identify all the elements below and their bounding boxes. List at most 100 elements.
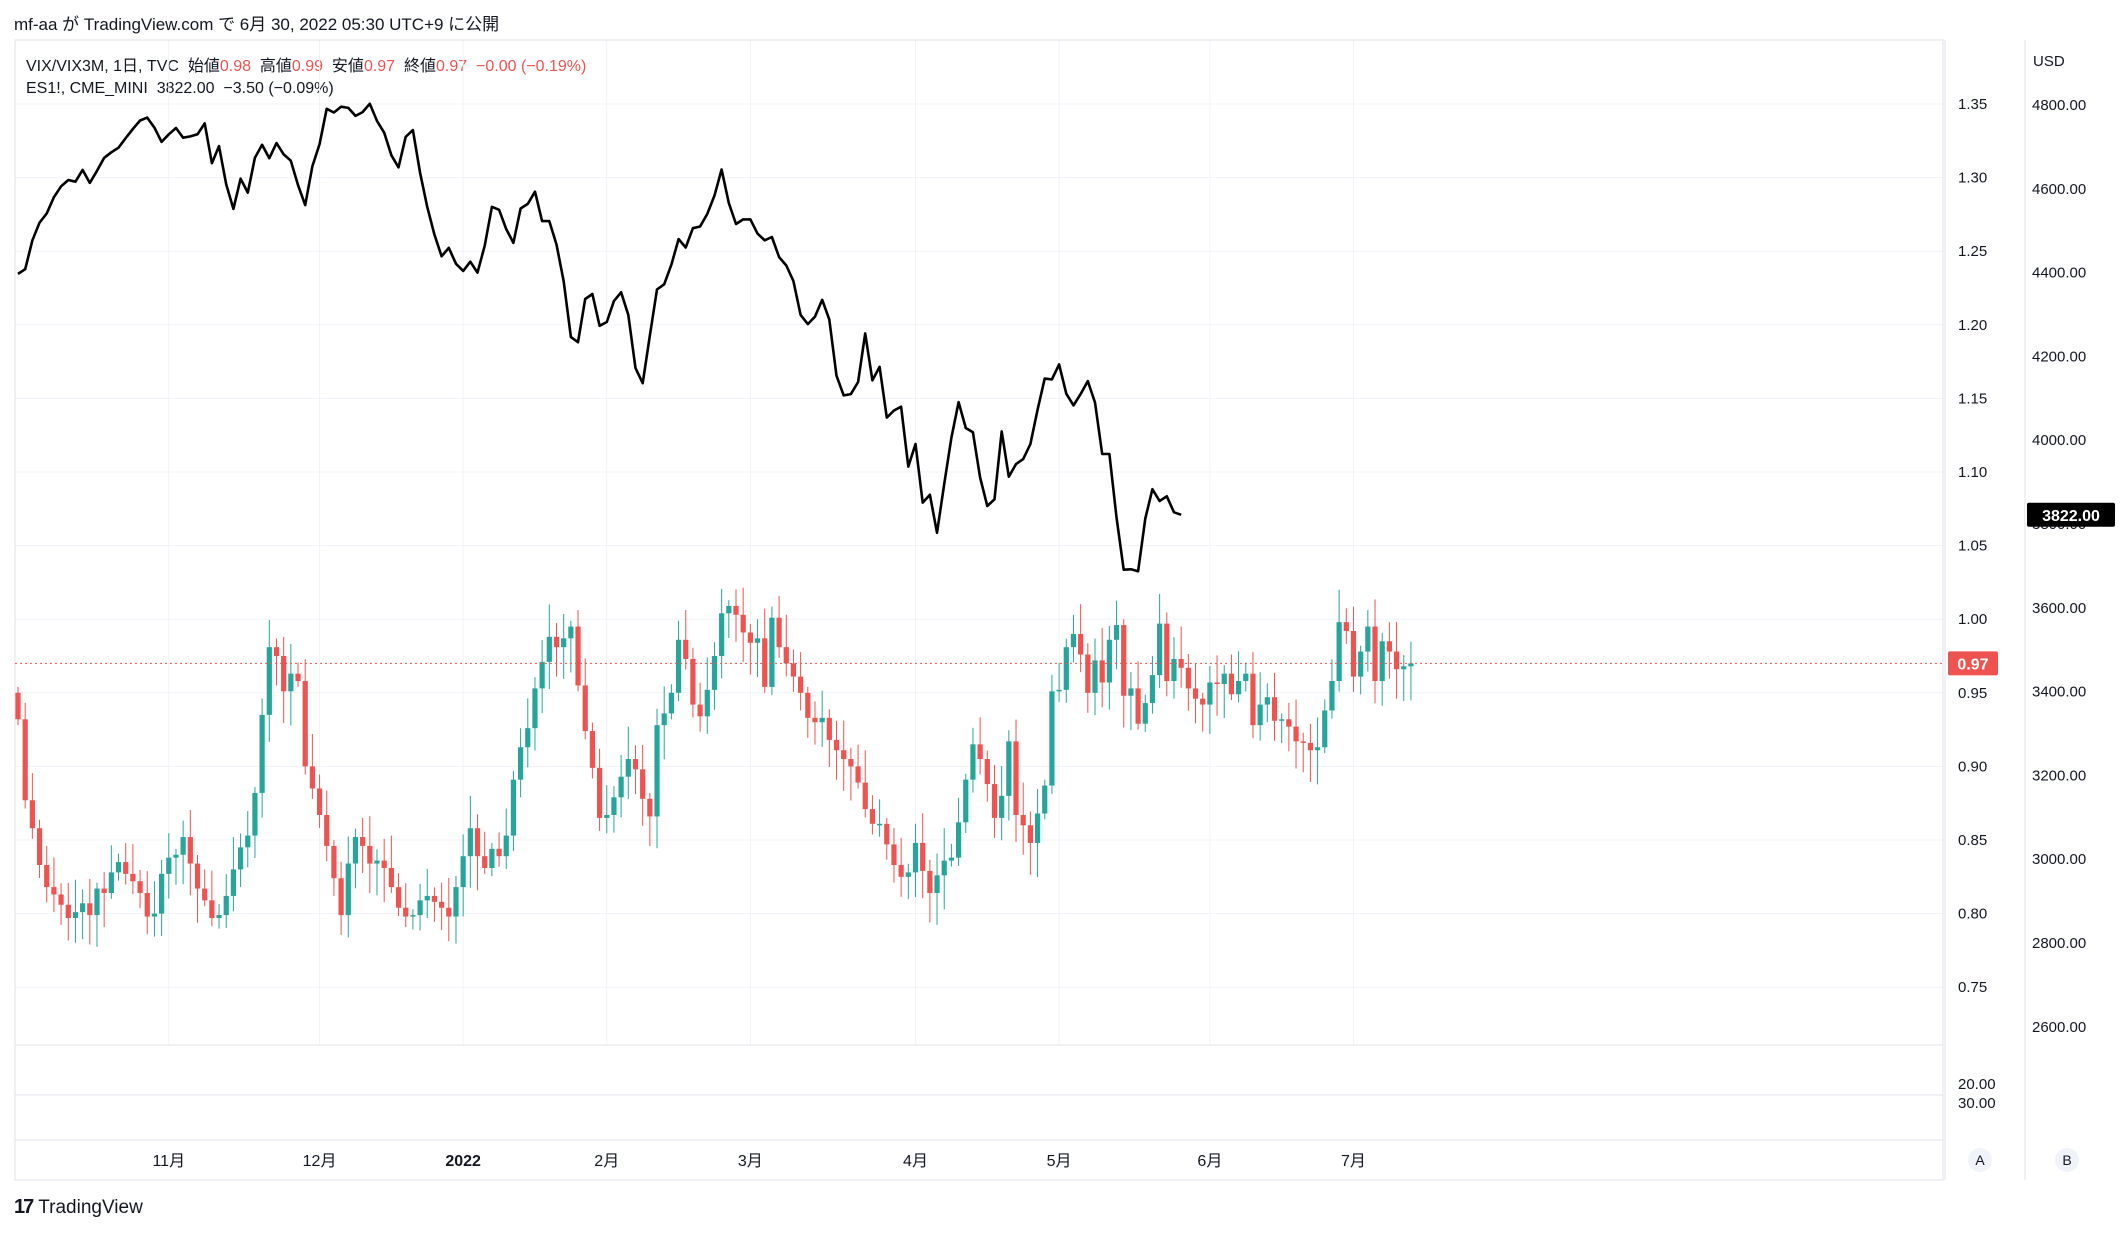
es-last-badge-text: 3822.00	[2042, 508, 2100, 525]
ratio-tick-label: 0.90	[1958, 758, 1987, 775]
candle-body	[711, 656, 718, 690]
candle-body	[898, 865, 904, 877]
candle-body	[675, 639, 682, 693]
candle-body	[431, 895, 438, 902]
candle-body	[690, 658, 696, 705]
candle-body	[1149, 675, 1156, 704]
candle-body	[539, 661, 545, 689]
candle-body	[80, 903, 86, 913]
auto-scale-button[interactable]	[1968, 1148, 1992, 1172]
candle-body	[1063, 647, 1069, 690]
candle-body	[1271, 697, 1278, 721]
candle-body	[159, 873, 165, 914]
candle-body	[970, 744, 976, 780]
candle-body	[144, 892, 150, 917]
candle-body	[324, 814, 330, 846]
candle-body	[374, 860, 380, 864]
candle-body	[1034, 813, 1041, 843]
candle-body	[510, 779, 517, 836]
candle-body	[1200, 698, 1206, 705]
ratio-tick-label: 1.15	[1958, 390, 1987, 407]
candle-body	[1142, 703, 1148, 724]
candle-body	[1013, 741, 1019, 815]
candle-body	[474, 828, 481, 857]
candle-body	[460, 856, 466, 888]
legend-vix-ratio[interactable]: VIX/VIX3M, 1日, TVC 始値0.98 高値0.99 安値0.97 …	[26, 52, 586, 76]
candle-body	[137, 881, 143, 893]
candle-body	[453, 887, 459, 917]
candle-body	[446, 907, 452, 917]
candle-body	[877, 823, 883, 826]
time-tick-label: 3月	[738, 1153, 763, 1170]
usd-tick-label: 4600.00	[2032, 181, 2086, 198]
price-chart[interactable]: 1.35 1.30 1.25 1.20 1.15 1.10 1.05 1.00 0.95 0.90…	[0, 0, 2127, 1195]
candle-body	[1250, 673, 1256, 726]
candle-body	[1214, 682, 1220, 684]
candle-body	[1070, 633, 1077, 648]
candle-body	[1006, 741, 1012, 796]
time-tick-label: 2022	[445, 1153, 481, 1170]
ratio-tick-label: 1.20	[1958, 317, 1987, 334]
candle-body	[230, 869, 236, 896]
candle-body	[1300, 741, 1306, 743]
candle-body	[905, 872, 911, 877]
legend-high-value: 0.99	[291, 58, 324, 75]
candle-body	[395, 887, 402, 908]
usd-tick-label: 3000.00	[2032, 851, 2086, 868]
candle-body	[869, 809, 876, 824]
candle-body	[912, 842, 919, 873]
candle-body	[632, 759, 639, 770]
legend-open-label: 始値	[187, 58, 220, 75]
candle-body	[733, 605, 739, 615]
candle-body	[1207, 682, 1213, 705]
candle-body	[726, 605, 732, 614]
candle-body	[1350, 630, 1357, 677]
candle-body	[697, 704, 703, 717]
candle-body	[1393, 651, 1400, 670]
candle-body	[245, 835, 251, 848]
candle-body	[625, 759, 631, 777]
candle-body	[596, 767, 603, 818]
candle-body	[999, 795, 1005, 818]
candle-body	[963, 779, 969, 823]
ratio-tick-label: 1.35	[1958, 96, 1987, 113]
usd-tick-label: 3600.00	[2032, 600, 2086, 617]
candle-body	[762, 638, 768, 687]
candle-body	[704, 689, 710, 717]
tradingview-logo[interactable]: 17 TradingView	[14, 1196, 143, 1219]
candle-body	[316, 788, 323, 815]
candle-body	[1358, 651, 1364, 677]
usd-tick-label: 4400.00	[2032, 265, 2086, 282]
legend-es-value: 3822.00	[156, 80, 215, 97]
right-scale-button[interactable]	[2055, 1148, 2079, 1172]
candle-body	[812, 717, 818, 723]
candle-body	[1365, 626, 1371, 652]
time-tick-label: 7月	[1341, 1153, 1366, 1170]
usd-tick-label: 3400.00	[2032, 684, 2086, 701]
candle-body	[194, 863, 201, 889]
legend-es[interactable]: ES1!, CME_MINI 3822.00 −3.50 (−0.09%)	[26, 80, 334, 98]
candle-body	[467, 828, 473, 857]
ratio-axis: 1.35 1.30 1.25 1.20 1.15 1.10 1.05 1.00 0.95 0.90…	[1958, 96, 1987, 996]
candle-body	[618, 776, 624, 798]
candle-body	[288, 673, 294, 692]
candle-body	[388, 867, 394, 888]
candle-body	[1336, 622, 1342, 682]
candle-body	[101, 888, 107, 893]
candle-body	[424, 895, 430, 901]
candle-body	[841, 750, 847, 760]
legend-low-value: 0.97	[363, 58, 396, 75]
candle-body	[94, 888, 100, 916]
candle-body	[1236, 681, 1242, 695]
candle-body	[302, 681, 308, 767]
time-tick-label: 4月	[903, 1153, 928, 1170]
legend-close-value: 0.97	[435, 58, 468, 75]
candle-body	[1106, 639, 1112, 683]
candle-body	[1157, 623, 1163, 676]
candle-body	[661, 713, 667, 726]
candle-body	[65, 904, 71, 919]
candle-body	[1049, 691, 1055, 786]
candle-body	[1056, 689, 1062, 692]
time-tick-label: 5月	[1047, 1153, 1072, 1170]
